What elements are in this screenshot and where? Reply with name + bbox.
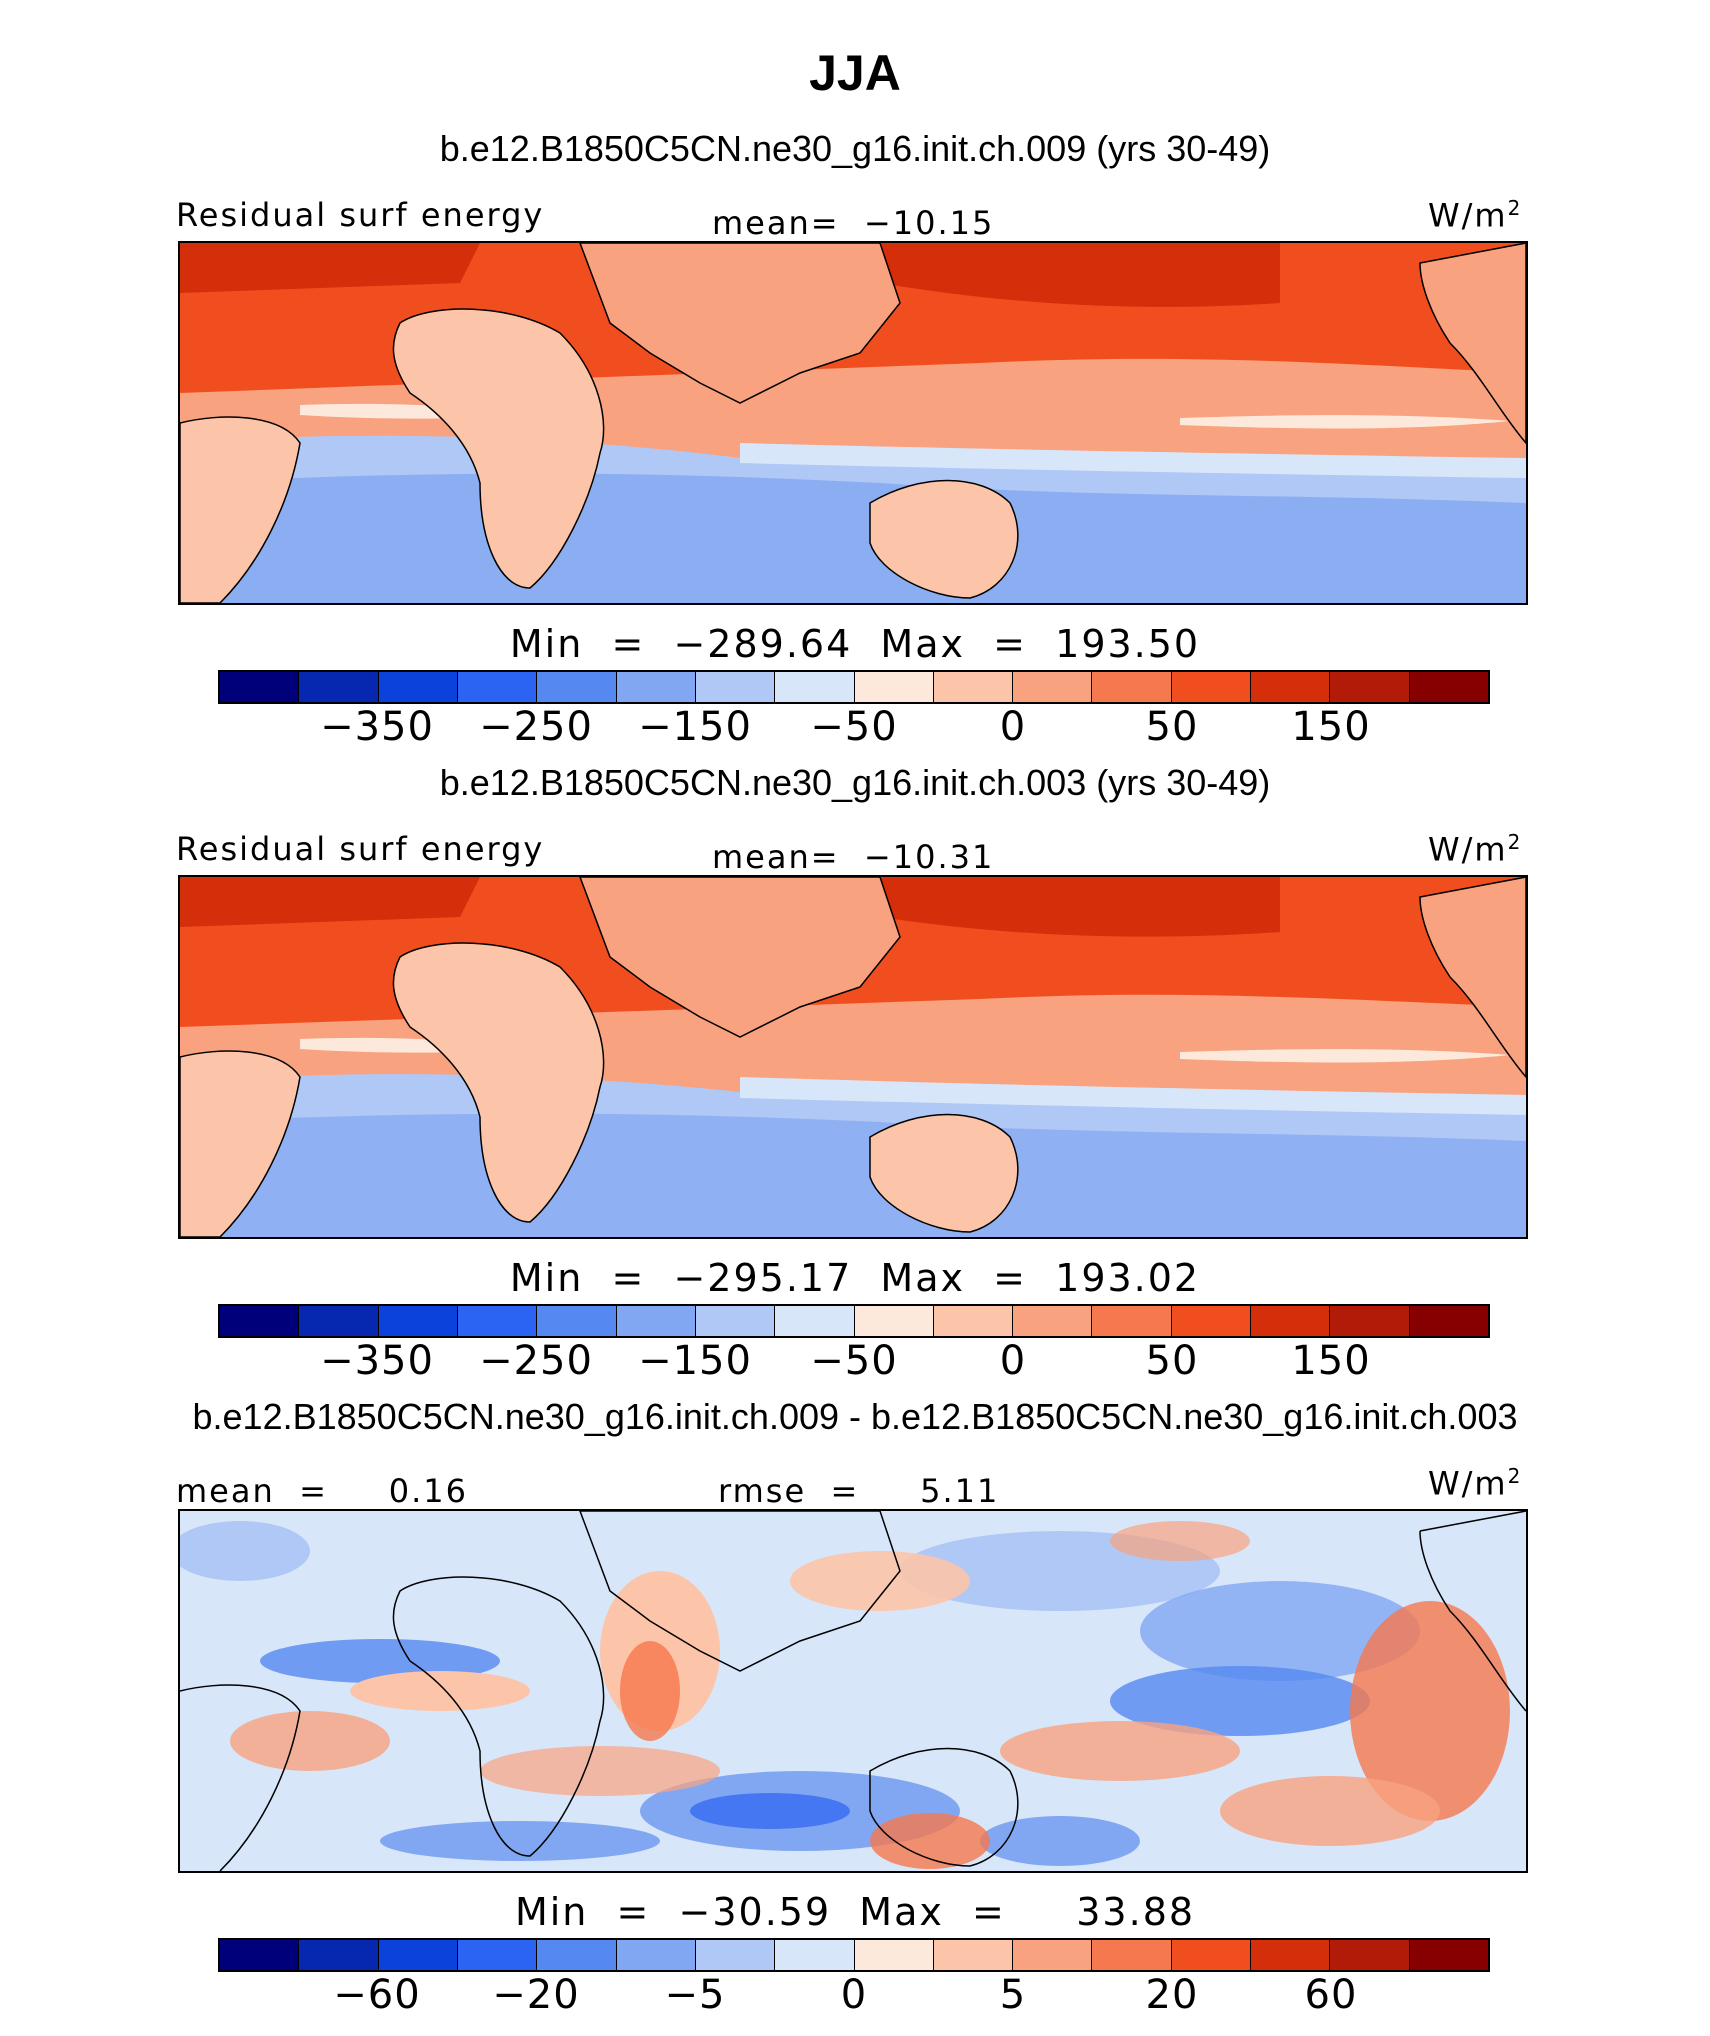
panel-3-rmse-label: rmse = 5.11 (718, 1472, 1000, 1510)
panel-3-mean-label: mean = 0.16 (176, 1472, 469, 1510)
panel-2-variable-label: Residual surf energy (176, 830, 545, 868)
colorbar-swatch (299, 1306, 379, 1336)
panel-1-colorbar (218, 670, 1490, 704)
colorbar-tick-label: 5 (999, 1972, 1027, 2018)
panel-1-minmax: Min = −289.64 Max = 193.50 (509, 622, 1201, 666)
colorbar-swatch (695, 672, 776, 702)
colorbar-swatch (220, 672, 300, 702)
colorbar-swatch (616, 1306, 696, 1336)
panel-1-case-title: b.e12.B1850C5CN.ne30_g16.init.ch.009 (yr… (439, 128, 1271, 169)
colorbar-tick-label: 0 (999, 1338, 1027, 1384)
colorbar-swatch (1330, 1940, 1410, 1970)
colorbar-swatch (1013, 672, 1093, 702)
panel-2-minmax: Min = −295.17 Max = 193.02 (509, 1256, 1201, 1300)
colorbar-tick-label: 0 (840, 1972, 868, 2018)
colorbar-swatch (695, 1306, 776, 1336)
colorbar-swatch (1171, 672, 1252, 702)
colorbar-swatch (616, 672, 696, 702)
colorbar-tick-label: 20 (1145, 1972, 1199, 2018)
panel-1-mean-label: mean= −10.15 (712, 204, 995, 242)
colorbar-swatch (457, 1306, 538, 1336)
panel-3-units-label: W/m2 (1428, 1464, 1523, 1503)
colorbar-tick-label: 150 (1291, 1338, 1371, 1384)
colorbar-swatch (537, 1306, 617, 1336)
colorbar-swatch (1013, 1940, 1093, 1970)
colorbar-swatch (854, 1306, 934, 1336)
panel-1-variable-label: Residual surf energy (176, 196, 545, 234)
colorbar-tick-label: −250 (479, 1338, 593, 1384)
colorbar-swatch (616, 1940, 696, 1970)
colorbar-swatch (1330, 672, 1410, 702)
colorbar-swatch (378, 1306, 458, 1336)
panel-1-map (178, 241, 1528, 605)
colorbar-swatch (1409, 672, 1488, 702)
colorbar-tick-label: −350 (320, 704, 434, 750)
colorbar-swatch (457, 1940, 538, 1970)
colorbar-swatch (1013, 1306, 1093, 1336)
colorbar-swatch (1409, 1940, 1488, 1970)
colorbar-swatch (1092, 1306, 1172, 1336)
panel-2-map (178, 875, 1528, 1239)
panel-3-colorbar (218, 1938, 1490, 1972)
colorbar-tick-label: −250 (479, 704, 593, 750)
colorbar-tick-label: −150 (638, 704, 752, 750)
colorbar-tick-label: 50 (1145, 1338, 1199, 1384)
panel-3-minmax: Min = −30.59 Max = 33.88 (514, 1890, 1196, 1934)
colorbar-swatch (537, 1940, 617, 1970)
colorbar-swatch (378, 1940, 458, 1970)
colorbar-tick-label: 0 (999, 704, 1027, 750)
panel-1-units-label: W/m2 (1428, 196, 1523, 235)
colorbar-swatch (1409, 1306, 1488, 1336)
colorbar-tick-label: −150 (638, 1338, 752, 1384)
colorbar-swatch (220, 1306, 300, 1336)
colorbar-swatch (1330, 1306, 1410, 1336)
colorbar-swatch (378, 672, 458, 702)
colorbar-tick-label: −50 (810, 704, 898, 750)
panel-2-colorbar-ticks: −350 −250 −150 −50 0 50 150 (218, 1338, 1490, 1388)
colorbar-swatch (299, 672, 379, 702)
colorbar-swatch (695, 1940, 776, 1970)
colorbar-swatch (1251, 1940, 1331, 1970)
colorbar-tick-label: −20 (492, 1972, 580, 2018)
colorbar-swatch (1092, 672, 1172, 702)
panel-3-colorbar-ticks: −60 −20 −5 0 5 20 60 (218, 1972, 1490, 2022)
colorbar-tick-label: 60 (1304, 1972, 1358, 2018)
panel-3-case-title: b.e12.B1850C5CN.ne30_g16.init.ch.009 - b… (192, 1396, 1518, 1437)
colorbar-tick-label: −5 (664, 1972, 726, 2018)
colorbar-swatch (1171, 1306, 1252, 1336)
colorbar-swatch (854, 672, 934, 702)
colorbar-swatch (457, 672, 538, 702)
colorbar-swatch (933, 1940, 1014, 1970)
panel-3-map (178, 1509, 1528, 1873)
colorbar-swatch (220, 1940, 300, 1970)
colorbar-swatch (854, 1940, 934, 1970)
panel-2-colorbar (218, 1304, 1490, 1338)
panel-2-case-title: b.e12.B1850C5CN.ne30_g16.init.ch.003 (yr… (439, 762, 1271, 803)
colorbar-swatch (933, 1306, 1014, 1336)
colorbar-swatch (775, 1940, 855, 1970)
colorbar-swatch (775, 672, 855, 702)
colorbar-swatch (1251, 1306, 1331, 1336)
panel-2-mean-label: mean= −10.31 (712, 838, 995, 876)
colorbar-tick-label: −350 (320, 1338, 434, 1384)
colorbar-tick-label: −50 (810, 1338, 898, 1384)
colorbar-swatch (933, 672, 1014, 702)
colorbar-swatch (1092, 1940, 1172, 1970)
season-title: JJA (809, 45, 901, 101)
colorbar-swatch (1251, 672, 1331, 702)
colorbar-swatch (299, 1940, 379, 1970)
colorbar-tick-label: −60 (333, 1972, 421, 2018)
panel-1-colorbar-ticks: −350 −250 −150 −50 0 50 150 (218, 704, 1490, 754)
colorbar-tick-label: 50 (1145, 704, 1199, 750)
colorbar-swatch (775, 1306, 855, 1336)
colorbar-tick-label: 150 (1291, 704, 1371, 750)
colorbar-swatch (537, 672, 617, 702)
panel-2-units-label: W/m2 (1428, 830, 1523, 869)
colorbar-swatch (1171, 1940, 1252, 1970)
